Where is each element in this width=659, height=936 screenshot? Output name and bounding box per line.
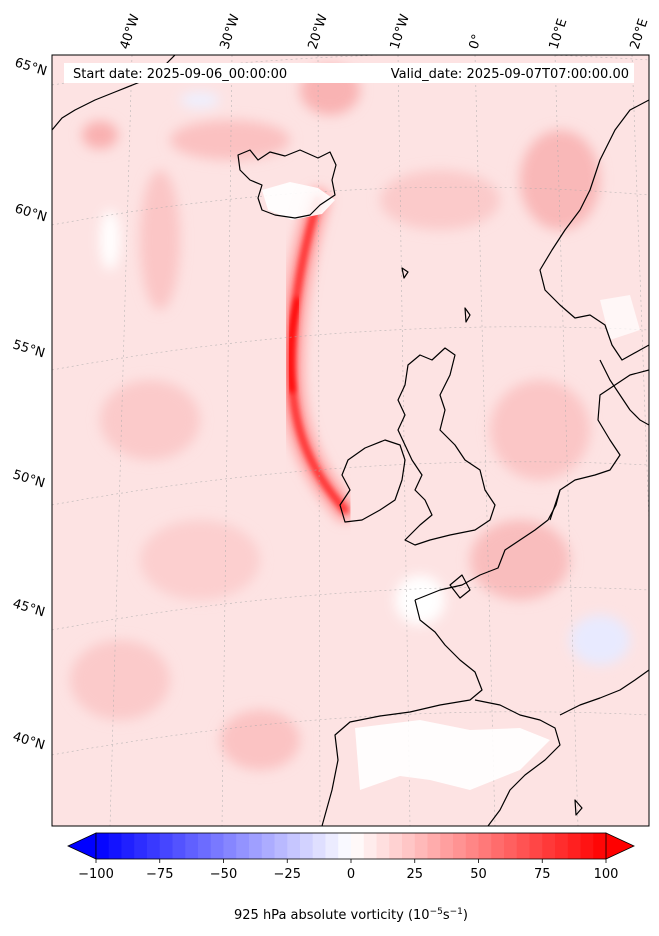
lat-label-50n: 50°N [11,467,47,491]
colorbar-segment [223,833,237,859]
colorbar-ticks: −100 −75 −50 −25 0 25 50 75 100 [78,859,618,882]
colorbar-tick-label: −100 [78,867,114,882]
colorbar-extend-low [67,832,97,860]
iceland-coast [237,149,337,219]
colorbar-segments [96,833,607,859]
colorbar-tick-label: −50 [210,867,237,882]
colorbar-segment [516,833,530,859]
colorbar-segment [325,833,339,859]
lat-label-55n: 55°N [11,337,47,361]
colorbar-segment [172,833,186,859]
colorbar-segment [185,833,199,859]
lon-label-20e: 20°E [628,17,652,51]
colorbar-segment [542,833,556,859]
colorbar-extend-high [605,832,635,860]
valid-date-label: Valid_date: 2025-09-07T07:00:00.00 [391,67,629,82]
colorbar-segment [351,833,365,859]
colorbar-segment [567,833,581,859]
colorbar-segment [121,833,135,859]
colorbar-segment [134,833,148,859]
colorbar-segment [376,833,390,859]
scandinavia-coast [539,99,649,361]
colorbar-segment [210,833,224,859]
colorbar-segment [249,833,263,859]
colorbar-segment [312,833,326,859]
longitude-labels: 40°W 30°W 20°W 10°W 0° 10°E 20°E [118,12,652,51]
colorbar-segment [491,833,505,859]
header-strip [64,63,634,83]
colorbar-segment [159,833,173,859]
lat-label-45n: 45°N [11,596,47,620]
colorbar-tick-label: −25 [274,867,301,882]
colorbar-segment [529,833,543,859]
colorbar-tick-label: 0 [347,867,355,882]
colorbar-segment [96,833,110,859]
colorbar-segment [593,833,607,859]
lat-label-40n: 40°N [11,729,47,753]
colorbar-segment [300,833,314,859]
colorbar-segment [414,833,428,859]
colorbar: −100 −75 −50 −25 0 25 50 75 100 925 hPa absolute… [67,832,635,923]
colorbar-segment [108,833,122,859]
colorbar-segment [338,833,352,859]
colorbar-label: 925 hPa absolute vorticity (10−5s−1) [234,907,468,923]
map-panel [52,55,649,826]
colorbar-segment [427,833,441,859]
colorbar-segment [198,833,212,859]
colorbar-segment [287,833,301,859]
lon-label-20w: 20°W [306,12,331,51]
lon-label-40w: 40°W [118,12,143,51]
lon-label-0: 0° [467,33,486,52]
colorbar-segment [555,833,569,859]
ireland-coast [339,439,406,523]
colorbar-segment [274,833,288,859]
colorbar-segment [453,833,467,859]
colorbar-segment [580,833,594,859]
latitude-labels: 65°N 60°N 55°N 50°N 45°N 40°N [11,55,49,753]
continental-coast [414,489,561,601]
great-britain-coast [397,347,496,546]
colorbar-tick-label: 50 [470,867,487,882]
land-masks [262,182,640,790]
colorbar-tick-label: 25 [406,867,423,882]
colorbar-segment [440,833,454,859]
coastlines [52,55,649,826]
colorbar-segment [402,833,416,859]
colorbar-segment [465,833,479,859]
colorbar-segment [261,833,275,859]
colorbar-segment [478,833,492,859]
colorbar-segment [389,833,403,859]
lat-label-60n: 60°N [13,201,49,225]
colorbar-segment [504,833,518,859]
colorbar-tick-label: −75 [146,867,173,882]
lon-label-30w: 30°W [218,12,243,51]
colorbar-segment [236,833,250,859]
colorbar-tick-label: 75 [534,867,551,882]
lon-label-10e: 10°E [547,17,571,51]
colorbar-tick-label: 100 [594,867,619,882]
colorbar-segment [363,833,377,859]
map-frame [51,54,650,827]
lat-label-65n: 65°N [13,55,49,79]
start-date-label: Start date: 2025-09-06_00:00:00 [73,67,287,82]
vorticity-field-patches [70,65,630,770]
graticule [52,55,649,826]
colorbar-segment [147,833,161,859]
lon-label-10w: 10°W [388,12,413,51]
